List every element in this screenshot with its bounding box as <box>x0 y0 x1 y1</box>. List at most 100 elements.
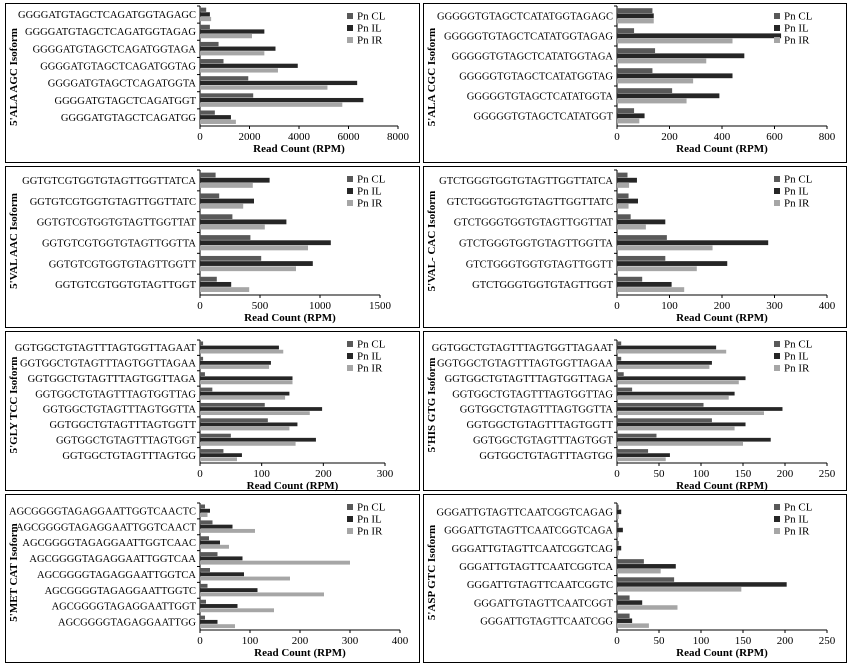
bar-pn-ir <box>617 395 729 400</box>
legend-label: Pn IL <box>784 514 809 526</box>
category-label: GGTGGCTGTAGTTTAGTGGTTAGA <box>28 374 197 385</box>
category-label: GGGGATGTAGCTCAGATGGT <box>55 96 197 107</box>
x-tick-label: 200 <box>777 468 794 480</box>
x-tick-label: 1500 <box>369 300 392 312</box>
x-axis-title: Read Count (RPM) <box>244 312 336 324</box>
bar-pn-cl <box>617 341 622 346</box>
bar-pn-cl <box>617 88 673 93</box>
bar-pn-il <box>617 527 623 533</box>
bar-pn-ir <box>617 38 733 44</box>
bar-pn-cl <box>200 276 217 282</box>
bar-pn-cl <box>617 28 635 33</box>
legend-swatch <box>347 528 353 534</box>
x-tick-label: 0 <box>614 131 620 143</box>
chart-group: 0 500 1000 1500 GGTGTCGTGGTGTAGTTGGTTATCA GGT… <box>8 169 392 324</box>
category-label: GGGATTGTAGTTCAATCGGTC <box>467 580 613 591</box>
chart-panel-6: 0 50 100 150 200 250 GGTGGCTGTAGTTTAGTGGTTAGAA… <box>423 331 847 493</box>
bar-pn-cl <box>200 41 219 47</box>
x-tick-label: 0 <box>614 300 620 312</box>
bar-pn-ir <box>617 245 713 251</box>
category-label: GTCTGGGTGGTGTAGTTGGTTA <box>459 238 613 249</box>
bar-pn-il <box>617 219 666 225</box>
x-tick-label: 300 <box>766 300 783 312</box>
chart-group: 0 100 200 300 GGTGGCTGTAGTTTAGTGGTTAGAAT GGTG… <box>8 339 394 493</box>
legend-label: Pn IR <box>357 198 383 210</box>
x-tick-label: 100 <box>693 635 710 647</box>
x-tick-label: 4000 <box>288 131 311 143</box>
bar-pn-ir <box>200 349 284 354</box>
x-tick-label: 600 <box>766 131 783 143</box>
bar-pn-ir <box>200 528 255 533</box>
legend-swatch <box>347 353 353 359</box>
category-label: GGGGGTGTAGCTCATATGGT <box>474 112 614 123</box>
bar-pn-il <box>200 524 233 529</box>
bar-pn-cl <box>617 108 635 113</box>
bar-pn-il <box>200 63 298 68</box>
legend-swatch <box>347 504 353 510</box>
bar-pn-ir <box>617 58 707 64</box>
bar-pn-il <box>200 619 218 624</box>
x-tick-label: 100 <box>661 300 678 312</box>
chart-svg: 0 200 400 600 800 GGGGGTGTAGCTCATATGGTAGAGC GG… <box>426 5 836 155</box>
chart-group: 0 2000 4000 6000 8000 GGGGATGTAGCTCAGATGGTAGA… <box>8 5 410 155</box>
bar-pn-ir <box>200 85 328 90</box>
bar-pn-il <box>617 407 783 411</box>
bar-pn-ir <box>200 576 290 581</box>
bar-pn-cl <box>200 7 207 12</box>
bar-pn-ir <box>200 544 229 549</box>
chart-group: 0 50 100 150 200 250 GGTGGCTGTAGTTTAGTGGTTAGAA… <box>426 339 836 493</box>
bar-pn-cl <box>617 449 649 453</box>
bar-pn-cl <box>200 255 262 261</box>
bar-pn-ir <box>200 224 265 230</box>
category-label: GTCTGGGTGGTGTAGTTGGTTATCA <box>439 176 613 187</box>
legend-label: Pn IL <box>357 351 382 363</box>
legend-swatch <box>774 516 780 522</box>
legend-swatch <box>347 13 353 19</box>
x-tick-label: 0 <box>197 131 203 143</box>
bar-pn-cl <box>200 235 251 240</box>
category-label: GGGGGTGTAGCTCATATGGTAG <box>459 72 613 83</box>
bar-pn-il <box>200 453 242 457</box>
category-label: AGCGGGGTAGAGGAATTGGTCAA <box>29 554 196 565</box>
x-tick-label: 300 <box>342 635 359 647</box>
bar-pn-ir <box>617 380 739 385</box>
bar-pn-il <box>200 46 276 51</box>
category-label: GGTGGCTGTAGTTTAGTGGT <box>473 435 614 446</box>
bar-pn-cl <box>617 172 628 178</box>
bar-pn-cl <box>200 583 208 588</box>
bar-pn-ir <box>200 68 278 73</box>
bar-pn-il <box>200 240 331 246</box>
legend-swatch <box>774 365 780 371</box>
x-tick-label: 800 <box>819 131 836 143</box>
x-tick-label: 400 <box>714 131 731 143</box>
category-label: GGTGGCTGTAGTTTAGTGGTTA <box>43 405 197 416</box>
category-label: GGTGGCTGTAGTTTAGTGGTTAGA <box>445 374 614 385</box>
bar-pn-ir <box>200 102 343 107</box>
bar-pn-il <box>617 453 670 457</box>
bar-pn-ir <box>200 592 324 597</box>
legend-label: Pn IR <box>784 526 810 538</box>
bar-pn-il <box>617 391 735 396</box>
category-label: GGGATTGTAGTTCAATCGGTCA <box>459 562 613 573</box>
bar-pn-il <box>200 407 323 411</box>
bar-pn-cl <box>617 387 633 392</box>
x-tick-label: 200 <box>292 635 309 647</box>
bar-pn-cl <box>200 568 210 572</box>
category-label: GGGATTGTAGTTCAATCGGTCAGA <box>444 526 613 537</box>
y-axis-title: 5'ASP GTC Isoform <box>426 525 438 620</box>
bar-pn-ir <box>617 78 694 84</box>
legend-swatch <box>774 37 780 43</box>
bar-pn-cl <box>617 613 630 619</box>
chart-group: 0 100 200 300 400 GTCTGGGTGGTGTAGTTGGTTATCA GT… <box>426 169 836 324</box>
bar-pn-il <box>200 281 232 287</box>
x-tick-label: 1000 <box>309 300 332 312</box>
bar-pn-ir <box>200 395 286 400</box>
x-tick-label: 50 <box>654 635 666 647</box>
legend-swatch <box>347 341 353 347</box>
chart-svg: 0 100 200 300 400 AGCGGGGTAGAGGAATTGGTCAACTC A… <box>8 502 409 660</box>
x-axis-title: Read Count (RPM) <box>676 480 768 492</box>
x-tick-label: 100 <box>253 468 270 480</box>
bar-pn-ir <box>617 442 743 446</box>
chart-svg: 0 50 100 150 200 250 GGTGGCTGTAGTTTAGTGGTTAGAA… <box>426 339 836 493</box>
bar-pn-cl <box>200 93 254 98</box>
